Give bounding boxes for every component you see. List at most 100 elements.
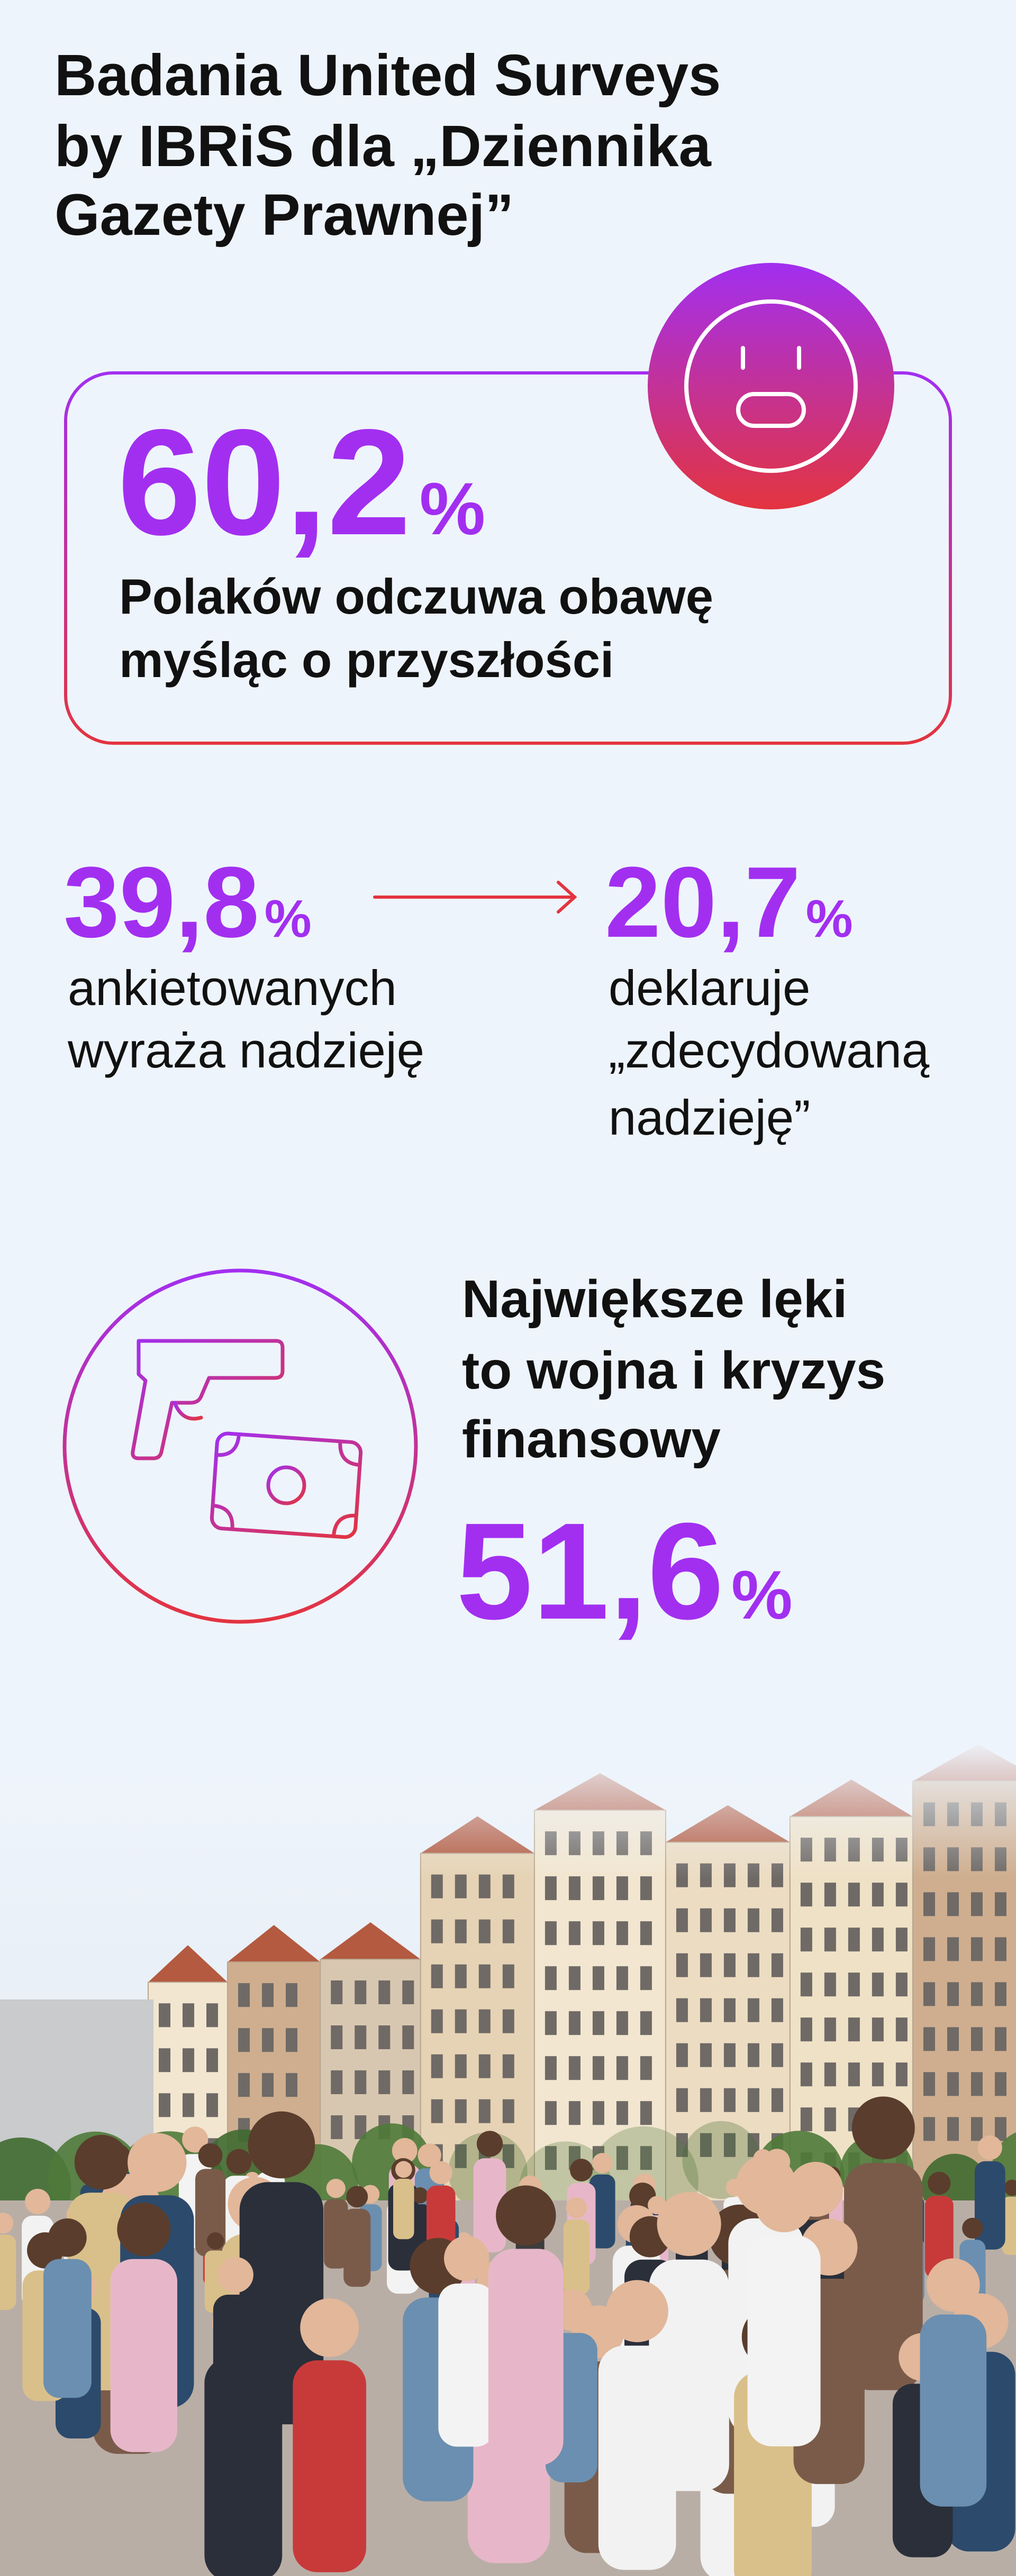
window (455, 2099, 467, 2123)
window (676, 1998, 688, 2022)
unit: % (420, 467, 485, 550)
window (723, 2088, 736, 2112)
window (700, 1908, 712, 1932)
person (293, 2360, 367, 2572)
window (771, 1998, 783, 2022)
window (872, 1928, 884, 1952)
person (324, 2199, 348, 2269)
person-head (592, 2153, 613, 2173)
window (545, 1966, 557, 1990)
value: 60,2 (117, 398, 411, 567)
person-head (476, 2131, 503, 2157)
window (800, 2017, 812, 2042)
unit: % (806, 889, 853, 948)
window (431, 2054, 443, 2078)
stat-text: Największe lęki (462, 1269, 847, 1329)
window (824, 1972, 836, 1997)
window (545, 1921, 557, 1945)
stat-text: deklaruje (609, 960, 810, 1016)
window (592, 2101, 604, 2125)
window (747, 2043, 759, 2067)
window (159, 2048, 170, 2072)
person-head (25, 2189, 51, 2215)
window (331, 1980, 343, 2005)
window (800, 1972, 812, 1997)
window (747, 1908, 759, 1932)
icon-gun-money (131, 1339, 363, 1539)
person-head (851, 2096, 915, 2160)
person (239, 2182, 324, 2425)
person (110, 2259, 177, 2452)
window (592, 1921, 604, 1945)
window (568, 1921, 580, 1945)
person (43, 2259, 92, 2398)
window (183, 2048, 194, 2072)
window (848, 2062, 860, 2087)
window (970, 2117, 983, 2141)
person (924, 2196, 954, 2279)
window (502, 2099, 514, 2123)
window (378, 2070, 391, 2095)
window (923, 2072, 935, 2096)
window (592, 1966, 604, 1990)
stat-box (64, 371, 952, 745)
window (640, 1921, 652, 1945)
window (723, 2043, 736, 2067)
window (700, 2088, 712, 2112)
person-head (444, 2235, 489, 2281)
window (747, 1953, 759, 1977)
window (262, 2073, 274, 2097)
unit: % (731, 1556, 793, 1633)
window (676, 2043, 688, 2067)
window (676, 1908, 688, 1932)
person (563, 2219, 590, 2295)
window (947, 1892, 959, 1916)
window (700, 1953, 712, 1977)
window (771, 2088, 783, 2112)
window (848, 1883, 860, 1907)
window (640, 2101, 652, 2125)
title-line: by IBRiS dla „Dziennika (55, 114, 712, 179)
person-head (657, 2191, 721, 2257)
person (473, 2158, 506, 2253)
window (431, 2099, 443, 2123)
window (872, 1883, 884, 1907)
stat-text: nadzieję” (609, 1090, 810, 1145)
photo-fade (0, 1740, 1016, 1878)
window (262, 2028, 274, 2052)
person-head (412, 2187, 428, 2204)
window (771, 1953, 783, 1977)
icon-circle (62, 1268, 418, 1624)
window (431, 1874, 443, 1898)
window (592, 2011, 604, 2035)
window (355, 1980, 367, 2005)
window (970, 2072, 983, 2096)
window (747, 2088, 759, 2112)
window (431, 1919, 443, 1943)
stat-text: ankietowanych (68, 960, 397, 1016)
person-head (395, 2161, 412, 2178)
window (616, 2101, 628, 2125)
person (0, 2234, 16, 2310)
window (478, 1919, 491, 1943)
window (895, 2062, 908, 2087)
window (355, 2070, 367, 2095)
window (206, 2048, 218, 2072)
window (183, 2003, 194, 2027)
window (848, 2017, 860, 2042)
stat-text: „zdecydowaną (609, 1022, 930, 1078)
window (455, 2054, 467, 2078)
person-head (977, 2135, 1002, 2160)
window (640, 1966, 652, 1990)
window (238, 2073, 250, 2097)
window (923, 1982, 935, 2006)
window (545, 2056, 557, 2080)
person (589, 2175, 615, 2249)
window (848, 1928, 860, 1952)
window (824, 2107, 836, 2132)
person-head (346, 2186, 368, 2208)
window (502, 1964, 514, 1988)
window (568, 2056, 580, 2080)
window (616, 1876, 628, 1901)
person (488, 2249, 564, 2466)
